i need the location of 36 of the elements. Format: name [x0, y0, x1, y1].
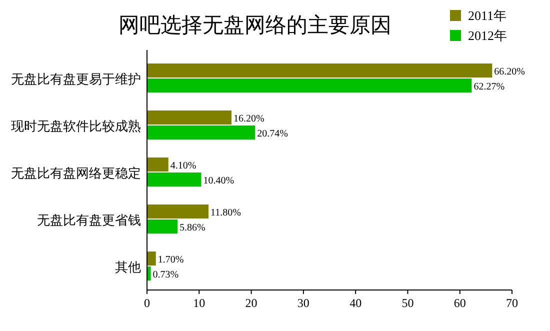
y-tick-label: 无盘比有盘更易于维护 — [11, 72, 141, 86]
y-tick-label: 无盘比有盘更省钱 — [37, 212, 141, 228]
bar — [147, 204, 209, 218]
bar — [147, 158, 168, 172]
bar — [147, 110, 232, 124]
bar — [147, 172, 202, 186]
data-label: 66.20% — [494, 66, 526, 78]
x-tick-label: 70 — [506, 296, 518, 310]
data-label: 5.86% — [180, 222, 206, 234]
bar — [147, 64, 492, 78]
x-tick-label: 50 — [402, 296, 414, 310]
data-label: 0.73% — [152, 270, 179, 280]
chart-title: 网吧选择无盘网络的主要原因 — [118, 13, 392, 37]
data-label: 11.80% — [210, 208, 241, 218]
legend-label: 2011年 — [468, 8, 507, 23]
bar — [147, 252, 156, 266]
x-tick-label: 60 — [454, 296, 466, 310]
data-label: 10.40% — [203, 176, 234, 186]
x-tick-label: 10 — [193, 296, 206, 310]
data-label: 1.70% — [158, 254, 184, 266]
data-label: 4.10% — [170, 160, 196, 172]
data-label: 20.74% — [257, 128, 288, 140]
x-tick-label: 20 — [245, 296, 258, 310]
x-tick-label: 0 — [144, 296, 150, 310]
bar — [147, 266, 151, 280]
bar — [147, 126, 256, 140]
y-tick-label: 现时无盘软件比较成熟 — [11, 118, 141, 134]
data-label: 16.20% — [233, 114, 264, 124]
data-label: 62.27% — [474, 82, 505, 92]
bar — [147, 220, 178, 234]
legend-label: 2012年 — [468, 28, 507, 43]
y-tick-label: 无盘比有盘网络更稳定 — [11, 166, 141, 180]
bar — [147, 78, 472, 92]
x-tick-label: 40 — [350, 296, 362, 310]
y-tick-label: 其他 — [115, 260, 141, 274]
x-tick-label: 30 — [297, 296, 310, 310]
